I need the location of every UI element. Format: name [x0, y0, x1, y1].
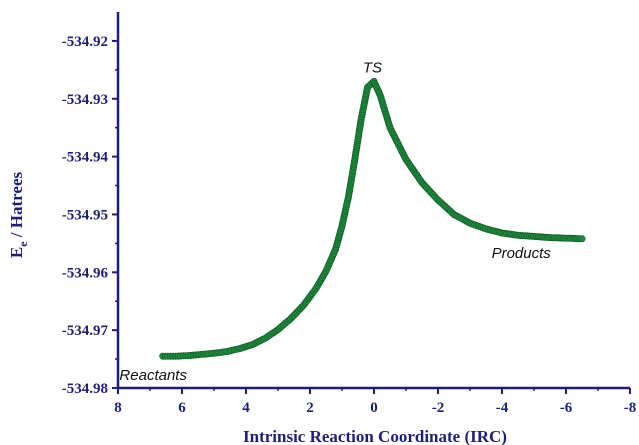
annotations: TS Reactants Products	[119, 60, 551, 384]
x-tick-label: 8	[114, 400, 122, 416]
x-tick-label: -6	[560, 400, 573, 416]
y-tick-label: -534.98	[62, 381, 108, 397]
data-point	[578, 235, 586, 243]
x-tick-label: -8	[624, 400, 637, 416]
x-tick-label: -2	[432, 400, 445, 416]
y-tick-label: -534.93	[62, 92, 108, 108]
y-tick-label: -534.94	[62, 150, 109, 166]
x-tick-label: 6	[178, 400, 186, 416]
y-axis-ticks: -534.92 -534.93 -534.94 -534.95 -534.96 -534.…	[62, 34, 118, 397]
annotation-label: Products	[492, 245, 552, 262]
y-tick-label: -534.92	[62, 34, 108, 50]
y-axis-title: Ee / Hatrees	[7, 172, 30, 259]
y-tick-label: -534.95	[62, 207, 108, 223]
y-tick-label: -534.96	[62, 265, 109, 281]
y-axis-title-rest: / Hatrees	[7, 172, 26, 242]
x-tick-label: 2	[306, 400, 314, 416]
annotation-label: TS	[363, 60, 382, 77]
x-tick-label: 4	[242, 400, 250, 416]
data-points	[159, 77, 586, 360]
y-tick-label: -534.97	[62, 323, 109, 339]
x-tick-label: -4	[496, 400, 509, 416]
y-axis-title-main: E	[7, 247, 26, 258]
x-tick-label: 0	[370, 400, 378, 416]
annotation-label: Reactants	[119, 367, 187, 384]
x-axis-title: Intrinsic Reaction Coordinate (IRC)	[243, 427, 507, 445]
y-axis-title-subscript: e	[16, 241, 30, 247]
x-axis-ticks: 8 6 4 2 0 -2 -4 -6 -8	[114, 388, 636, 416]
